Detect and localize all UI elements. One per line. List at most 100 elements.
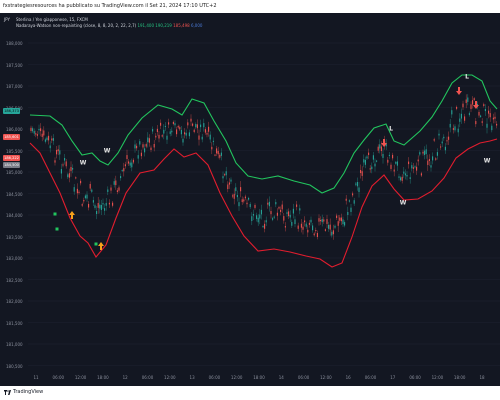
candle-body — [473, 98, 475, 100]
candle-body — [91, 189, 93, 192]
candle-body — [326, 219, 328, 224]
time-axis-label: 12:00 — [74, 375, 87, 380]
candle-body — [147, 137, 149, 143]
candle-body — [432, 156, 434, 161]
candle-body — [331, 231, 333, 236]
candle-body — [297, 225, 299, 229]
candle-body — [145, 144, 147, 147]
candle-body — [334, 225, 336, 228]
candle-body — [110, 187, 112, 191]
time-axis-label: 06:00 — [208, 375, 221, 380]
candle-body — [283, 216, 285, 221]
signal-letter: W — [399, 199, 407, 207]
candle-body — [136, 145, 138, 149]
candle-body — [251, 216, 253, 222]
signal-marker-icon — [94, 242, 98, 246]
candle-body — [411, 165, 413, 169]
candle-body — [464, 116, 466, 121]
candle-body — [270, 211, 272, 215]
candle-body — [100, 205, 102, 210]
candle-body — [398, 176, 400, 178]
candle-body — [401, 176, 403, 181]
candle-body — [195, 124, 197, 128]
candle-body — [88, 203, 90, 208]
candle-body — [448, 136, 450, 140]
lower-band-line — [29, 138, 498, 268]
candle-body — [243, 199, 245, 202]
candle-body — [132, 159, 134, 163]
candle-body — [396, 161, 398, 166]
candle-body — [48, 135, 50, 141]
candle-body — [392, 154, 394, 159]
candle-body — [75, 177, 77, 179]
candle-body — [305, 223, 307, 227]
signal-marker-icon — [53, 212, 57, 216]
candle-body — [115, 180, 117, 186]
legend-indicator-text: Nadaraya-Watson non-repainting (close, 8… — [16, 23, 137, 28]
candle-body — [161, 135, 163, 137]
candle-body — [358, 187, 360, 193]
candle-body — [288, 211, 290, 217]
candle-body — [491, 125, 493, 131]
candle-body — [177, 125, 179, 128]
chart-canvas[interactable] — [0, 13, 500, 386]
candle-body — [387, 159, 389, 163]
time-axis-label: 12:00 — [320, 375, 332, 380]
candle-body — [30, 127, 32, 132]
candle-body — [123, 168, 125, 172]
candle-body — [105, 202, 107, 206]
candle-body — [137, 155, 139, 159]
candle-body — [99, 204, 101, 209]
legend-symbol-text: Sterlina / Yen giapponese, 15, FXCM — [16, 17, 88, 22]
time-axis-label: 14 — [278, 375, 284, 380]
candle-body — [465, 99, 467, 103]
candle-body — [156, 128, 158, 132]
legend-value-lower: 185,498 — [173, 23, 190, 28]
candle-body — [404, 173, 406, 176]
candle-body — [73, 187, 75, 192]
candle-body — [486, 123, 488, 128]
candle-body — [348, 200, 350, 202]
candle-body — [209, 134, 211, 140]
candle-body — [158, 134, 160, 139]
candle-body — [51, 138, 53, 141]
candle-body — [43, 130, 45, 136]
candle-body — [64, 158, 66, 161]
candle-body — [168, 122, 170, 125]
candle-body — [97, 202, 99, 208]
candle-body — [481, 121, 483, 123]
candle-body — [379, 144, 381, 149]
candle-body — [60, 169, 62, 174]
candle-body — [184, 132, 186, 135]
candle-body — [312, 225, 314, 231]
candle-body — [313, 233, 315, 236]
candle-body — [220, 152, 222, 156]
candle-body — [452, 128, 454, 130]
candle-body — [232, 195, 234, 197]
time-axis-label: 12:00 — [230, 375, 243, 380]
candle-body — [345, 198, 347, 201]
candle-body — [440, 146, 442, 148]
candle-body — [318, 218, 320, 222]
time-axis-label: 18 — [479, 375, 485, 380]
price-chart[interactable]: JPY Sterlina / Yen giapponese, 15, FXCM … — [0, 13, 500, 386]
signal-letter: W — [483, 157, 491, 165]
candle-body — [169, 131, 171, 134]
candle-body — [272, 218, 274, 220]
time-axis-label: 06:00 — [364, 375, 377, 380]
candle-body — [427, 160, 429, 165]
candle-body — [320, 219, 322, 222]
candle-body — [264, 223, 266, 229]
candle-body — [438, 133, 440, 136]
candle-body — [489, 113, 491, 118]
candle-body — [142, 144, 144, 148]
candle-body — [494, 116, 496, 119]
candle-body — [214, 154, 216, 156]
candle-body — [347, 212, 349, 215]
candle-body — [41, 133, 43, 137]
candle-body — [470, 104, 472, 110]
tradingview-logo-icon[interactable] — [4, 390, 11, 395]
candle-body — [57, 149, 59, 152]
candle-body — [201, 136, 203, 140]
price-axis-label: 180,500 — [6, 363, 23, 369]
